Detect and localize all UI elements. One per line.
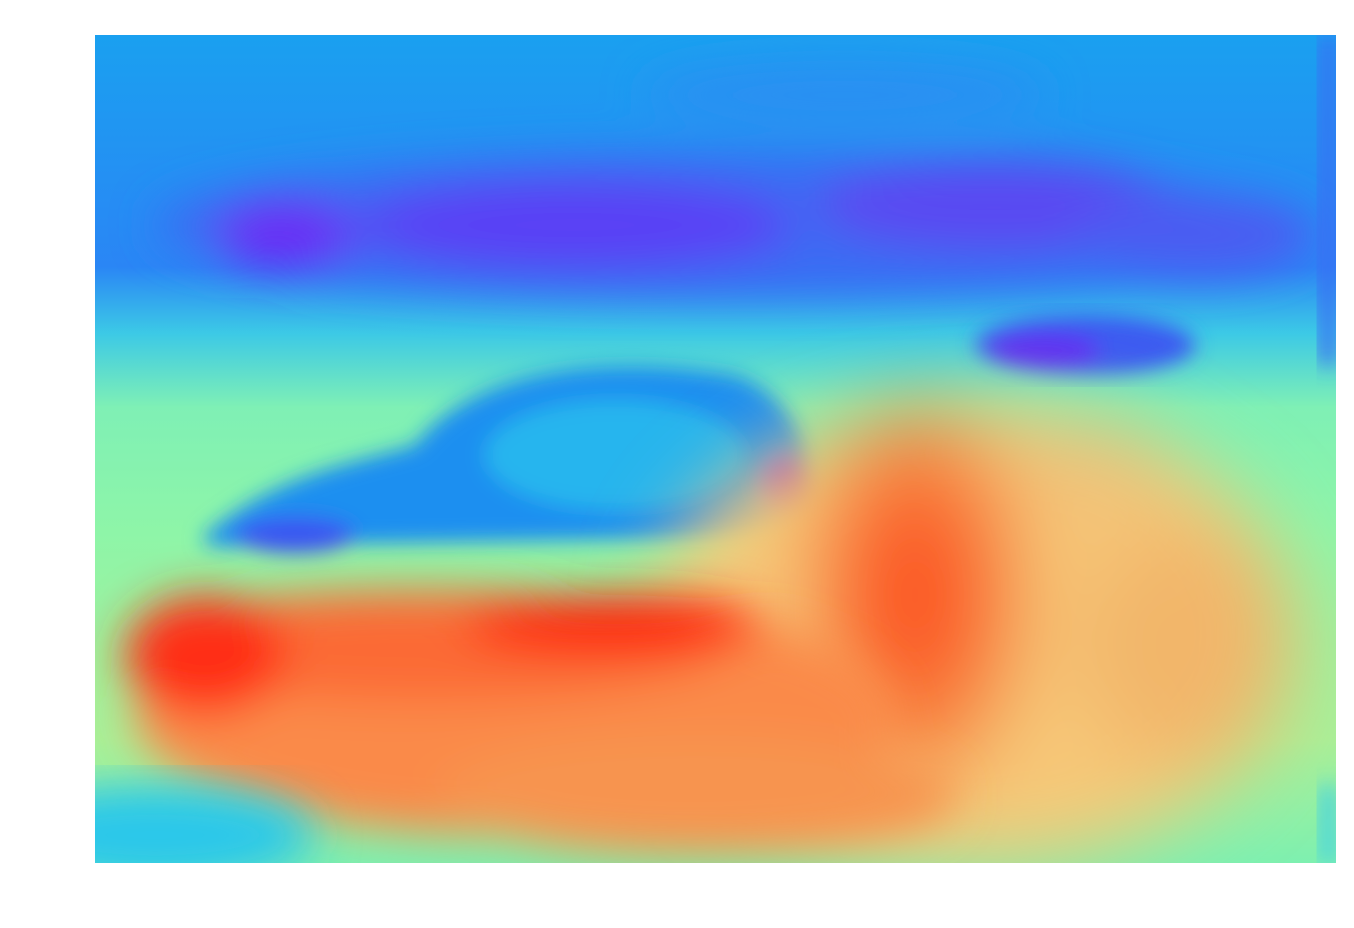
right-edge-strip	[1320, 35, 1336, 863]
lower-left-cool-region	[95, 785, 315, 863]
treeline-band	[155, 65, 1315, 295]
hot-undercarriage-region	[125, 590, 955, 855]
road-warm-region	[655, 405, 1295, 863]
heatmap-canvas	[95, 35, 1336, 863]
heatmap-image	[95, 35, 1336, 863]
distant-vehicle-region	[975, 315, 1195, 375]
